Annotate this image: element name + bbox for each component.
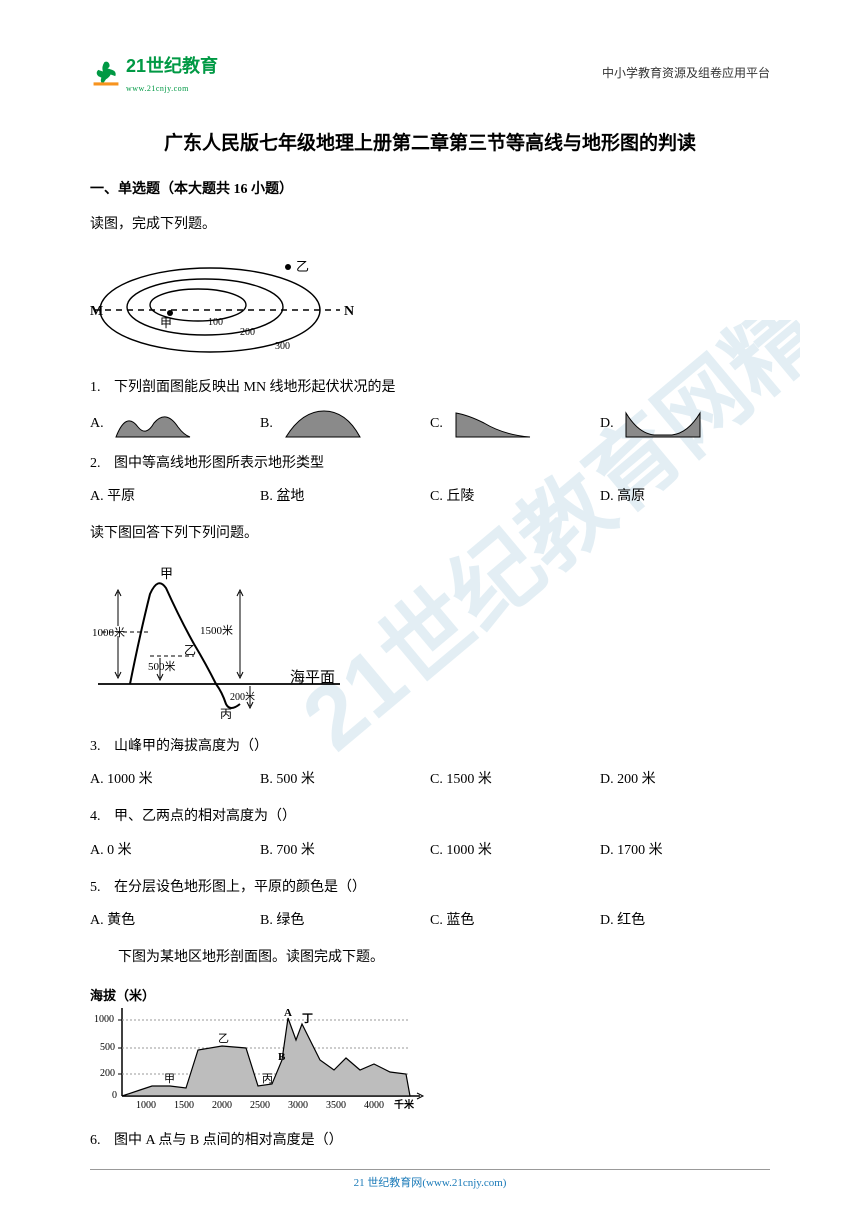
page-title: 广东人民版七年级地理上册第二章第三节等高线与地形图的判读 xyxy=(90,127,770,161)
svg-text:B: B xyxy=(278,1051,286,1063)
question-2: 2. 图中等高线地形图所表示地形类型 xyxy=(90,451,770,476)
question-6: 6. 图中 A 点与 B 点间的相对高度是（） xyxy=(90,1128,770,1153)
svg-text:0: 0 xyxy=(112,1090,117,1101)
svg-text:丙: 丙 xyxy=(262,1073,273,1085)
svg-text:200: 200 xyxy=(100,1068,115,1079)
footer-url: (www.21cnjy.com) xyxy=(422,1177,506,1189)
q2-options: A. 平原 B. 盆地 C. 丘陵 D. 高原 xyxy=(90,484,770,509)
svg-text:1500米: 1500米 xyxy=(200,624,233,637)
svg-text:1500: 1500 xyxy=(174,1100,194,1111)
header-right-text: 中小学教育资源及组卷应用平台 xyxy=(602,63,770,85)
svg-text:甲: 甲 xyxy=(164,1073,175,1085)
option-A[interactable]: A. 0 米 xyxy=(90,838,260,863)
q-text: 甲、乙两点的相对高度为（） xyxy=(114,804,770,829)
svg-text:2500: 2500 xyxy=(250,1100,270,1111)
option-B[interactable]: B. 500 米 xyxy=(260,767,430,792)
option-D[interactable]: D. 200 米 xyxy=(600,767,770,792)
svg-text:3000: 3000 xyxy=(288,1100,308,1111)
q1-options: A. B. C. D. xyxy=(90,409,770,439)
option-B[interactable]: B. 绿色 xyxy=(260,908,430,933)
svg-text:1000: 1000 xyxy=(94,1014,114,1025)
option-C[interactable]: C. 蓝色 xyxy=(430,908,600,933)
svg-text:N: N xyxy=(344,304,354,319)
svg-text:4000: 4000 xyxy=(364,1100,384,1111)
q3-options: A. 1000 米 B. 500 米 C. 1500 米 D. 200 米 xyxy=(90,767,770,792)
q-text: 山峰甲的海拔高度为（） xyxy=(114,734,770,759)
figure-profile-chart: 海拔（米） 1000 500 200 0 甲 乙 丙 A 丁 B 1000 15… xyxy=(90,988,770,1118)
option-A[interactable]: A. 黄色 xyxy=(90,908,260,933)
runner-icon xyxy=(90,59,122,87)
q5-options: A. 黄色 B. 绿色 C. 蓝色 D. 红色 xyxy=(90,908,770,933)
svg-text:千米: 千米 xyxy=(394,1098,415,1111)
option-D[interactable]: D. xyxy=(600,409,770,439)
option-B[interactable]: B. 700 米 xyxy=(260,838,430,863)
svg-text:200: 200 xyxy=(240,327,255,338)
q-num: 4. xyxy=(90,804,114,829)
svg-text:500米: 500米 xyxy=(148,660,176,673)
svg-text:3500: 3500 xyxy=(326,1100,346,1111)
option-A[interactable]: A. 平原 xyxy=(90,484,260,509)
svg-text:甲: 甲 xyxy=(160,316,172,330)
svg-text:丙: 丙 xyxy=(220,707,232,721)
svg-text:海平面: 海平面 xyxy=(290,669,335,686)
profile-icon-c xyxy=(454,409,532,439)
q-text: 在分层设色地形图上，平原的颜色是（） xyxy=(114,875,770,900)
profile-icon-d xyxy=(624,409,702,439)
question-3: 3. 山峰甲的海拔高度为（） xyxy=(90,734,770,759)
figure-contour-map: M N 乙 甲 100 200 300 xyxy=(90,255,770,365)
page-header: 21世纪教育 www.21cnjy.com 中小学教育资源及组卷应用平台 xyxy=(90,50,770,97)
option-A[interactable]: A. 1000 米 xyxy=(90,767,260,792)
svg-text:乙: 乙 xyxy=(184,643,196,657)
q-text: 图中等高线地形图所表示地形类型 xyxy=(114,451,770,476)
q4-options: A. 0 米 B. 700 米 C. 1000 米 D. 1700 米 xyxy=(90,838,770,863)
svg-text:1000: 1000 xyxy=(136,1100,156,1111)
svg-text:2000: 2000 xyxy=(212,1100,232,1111)
svg-text:乙: 乙 xyxy=(296,259,309,274)
svg-text:甲: 甲 xyxy=(160,566,173,581)
option-C[interactable]: C. xyxy=(430,409,600,439)
option-C[interactable]: C. 1000 米 xyxy=(430,838,600,863)
q-text: 图中 A 点与 B 点间的相对高度是（） xyxy=(114,1128,770,1153)
option-B[interactable]: B. xyxy=(260,409,430,439)
q-num: 2. xyxy=(90,451,114,476)
logo: 21世纪教育 www.21cnjy.com xyxy=(90,50,218,97)
svg-text:300: 300 xyxy=(275,341,290,352)
svg-text:500: 500 xyxy=(100,1042,115,1053)
instruction-2: 读下图回答下列下列问题。 xyxy=(90,521,770,546)
q-num: 5. xyxy=(90,875,114,900)
page-footer: 21 世纪教育网(www.21cnjy.com) xyxy=(90,1169,770,1194)
svg-text:100: 100 xyxy=(208,317,223,328)
svg-text:丁: 丁 xyxy=(302,1012,313,1025)
question-1: 1. 下列剖面图能反映出 MN 线地形起伏状况的是 xyxy=(90,375,770,400)
svg-text:1000米: 1000米 xyxy=(92,626,125,639)
instruction-1: 读图，完成下列题。 xyxy=(90,212,770,237)
q-num: 3. xyxy=(90,734,114,759)
svg-text:200米: 200米 xyxy=(230,690,255,703)
question-5: 5. 在分层设色地形图上，平原的颜色是（） xyxy=(90,875,770,900)
svg-text:M: M xyxy=(90,304,103,319)
figure-elevation: 甲 1000米 1500米 乙 500米 海平面 200米 丙 xyxy=(90,564,770,724)
profile-icon-b xyxy=(284,409,362,439)
svg-text:A: A xyxy=(284,1007,292,1019)
option-A[interactable]: A. xyxy=(90,409,260,439)
option-D[interactable]: D. 红色 xyxy=(600,908,770,933)
q-text: 下列剖面图能反映出 MN 线地形起伏状况的是 xyxy=(114,375,770,400)
svg-text:海拔（米）: 海拔（米） xyxy=(90,988,155,1003)
section-heading: 一、单选题（本大题共 16 小题） xyxy=(90,177,770,202)
option-C[interactable]: C. 1500 米 xyxy=(430,767,600,792)
svg-text:乙: 乙 xyxy=(218,1032,229,1045)
q-num: 6. xyxy=(90,1128,114,1153)
q-num: 1. xyxy=(90,375,114,400)
logo-main: 21世纪教育 xyxy=(126,50,218,82)
question-4: 4. 甲、乙两点的相对高度为（） xyxy=(90,804,770,829)
profile-icon-a xyxy=(114,409,192,439)
footer-brand: 21 世纪教育网 xyxy=(354,1177,423,1189)
option-C[interactable]: C. 丘陵 xyxy=(430,484,600,509)
option-D[interactable]: D. 高原 xyxy=(600,484,770,509)
instruction-3: 下图为某地区地形剖面图。读图完成下题。 xyxy=(90,945,770,970)
option-B[interactable]: B. 盆地 xyxy=(260,484,430,509)
option-D[interactable]: D. 1700 米 xyxy=(600,838,770,863)
logo-url: www.21cnjy.com xyxy=(126,82,218,96)
